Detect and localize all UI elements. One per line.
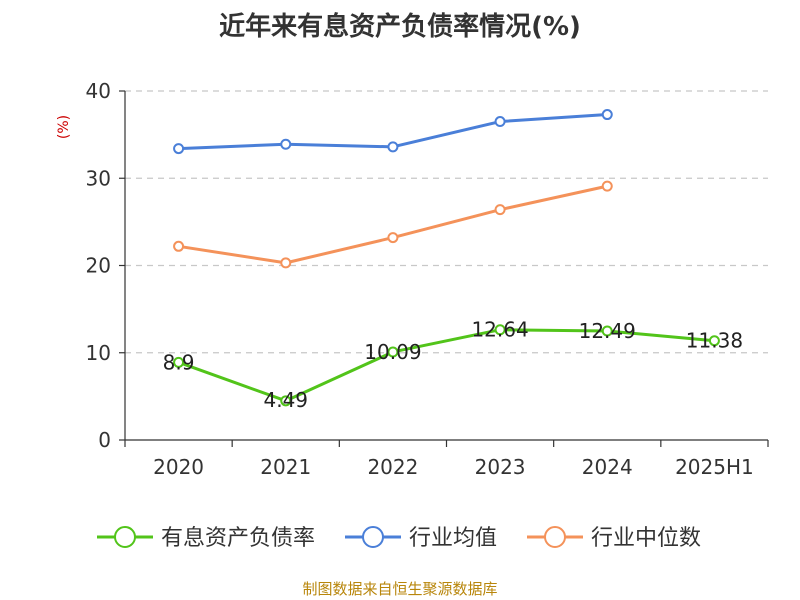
x-tick-label-2023: 2023 [475, 455, 526, 479]
legend-item-2[interactable]: 行业中位数 [527, 526, 701, 551]
point-1-0 [173, 143, 185, 155]
series-layer [173, 109, 720, 407]
x-tick-label-2021: 2021 [260, 455, 311, 479]
y-tick-label-30: 30 [86, 166, 111, 190]
point-0-1 [280, 395, 292, 407]
legend-marker-2 [544, 526, 566, 548]
y-tick-label-40: 40 [86, 79, 111, 103]
data-label-4: 12.49 [579, 319, 636, 343]
axes: 0 10 20 30 40 2020 2021 2022 2023 2024 2025H1 (%) [56, 79, 769, 479]
point-0-2 [387, 346, 399, 358]
point-2-2 [387, 232, 399, 244]
legend-marker-0 [114, 526, 136, 548]
y-tick-label-0: 0 [98, 428, 111, 452]
legend-label-2: 行业中位数 [591, 526, 701, 551]
legend-label-0: 有息资产负债率 [161, 526, 315, 551]
data-label-0: 8.9 [163, 350, 195, 374]
point-2-4 [601, 180, 613, 192]
legend-marker-1 [362, 526, 384, 548]
point-0-4 [601, 325, 613, 337]
x-tick-label-2025H1: 2025H1 [675, 455, 754, 479]
legend-label-1: 行业均值 [409, 526, 497, 551]
series-line-2 [178, 184, 608, 265]
data-label-3: 12.64 [471, 318, 528, 342]
point-1-3 [494, 116, 506, 128]
data-label-5: 11.38 [686, 329, 743, 353]
point-2-3 [494, 204, 506, 216]
point-1-1 [280, 138, 292, 150]
point-0-0 [173, 356, 185, 368]
series-line-0 [178, 328, 715, 403]
point-1-2 [387, 141, 399, 153]
y-tick-label-10: 10 [86, 341, 111, 365]
chart-title: 近年来有息资产负债率情况(%) [219, 12, 581, 42]
point-0-5 [708, 335, 720, 347]
data-label-2: 10.09 [364, 340, 421, 364]
x-tick-label-2024: 2024 [582, 455, 633, 479]
x-tick-label-2020: 2020 [153, 455, 204, 479]
source-note: 制图数据来自恒生聚源数据库 [302, 580, 498, 598]
point-0-3 [494, 324, 506, 336]
data-label-1: 4.49 [263, 388, 308, 412]
point-1-4 [601, 109, 613, 121]
y-tick-label-20: 20 [86, 254, 111, 278]
y-axis-label: (%) [56, 115, 72, 139]
x-tick-label-2022: 2022 [367, 455, 418, 479]
legend[interactable]: 有息资产负债率 行业均值 行业中位数 [97, 526, 701, 551]
data-labels: 8.9 4.49 10.09 12.64 12.49 11.38 [163, 318, 743, 412]
legend-item-1[interactable]: 行业均值 [345, 526, 497, 551]
legend-item-0[interactable]: 有息资产负债率 [97, 526, 315, 551]
point-2-1 [280, 257, 292, 269]
point-2-0 [173, 240, 185, 252]
grid-lines [125, 90, 768, 354]
